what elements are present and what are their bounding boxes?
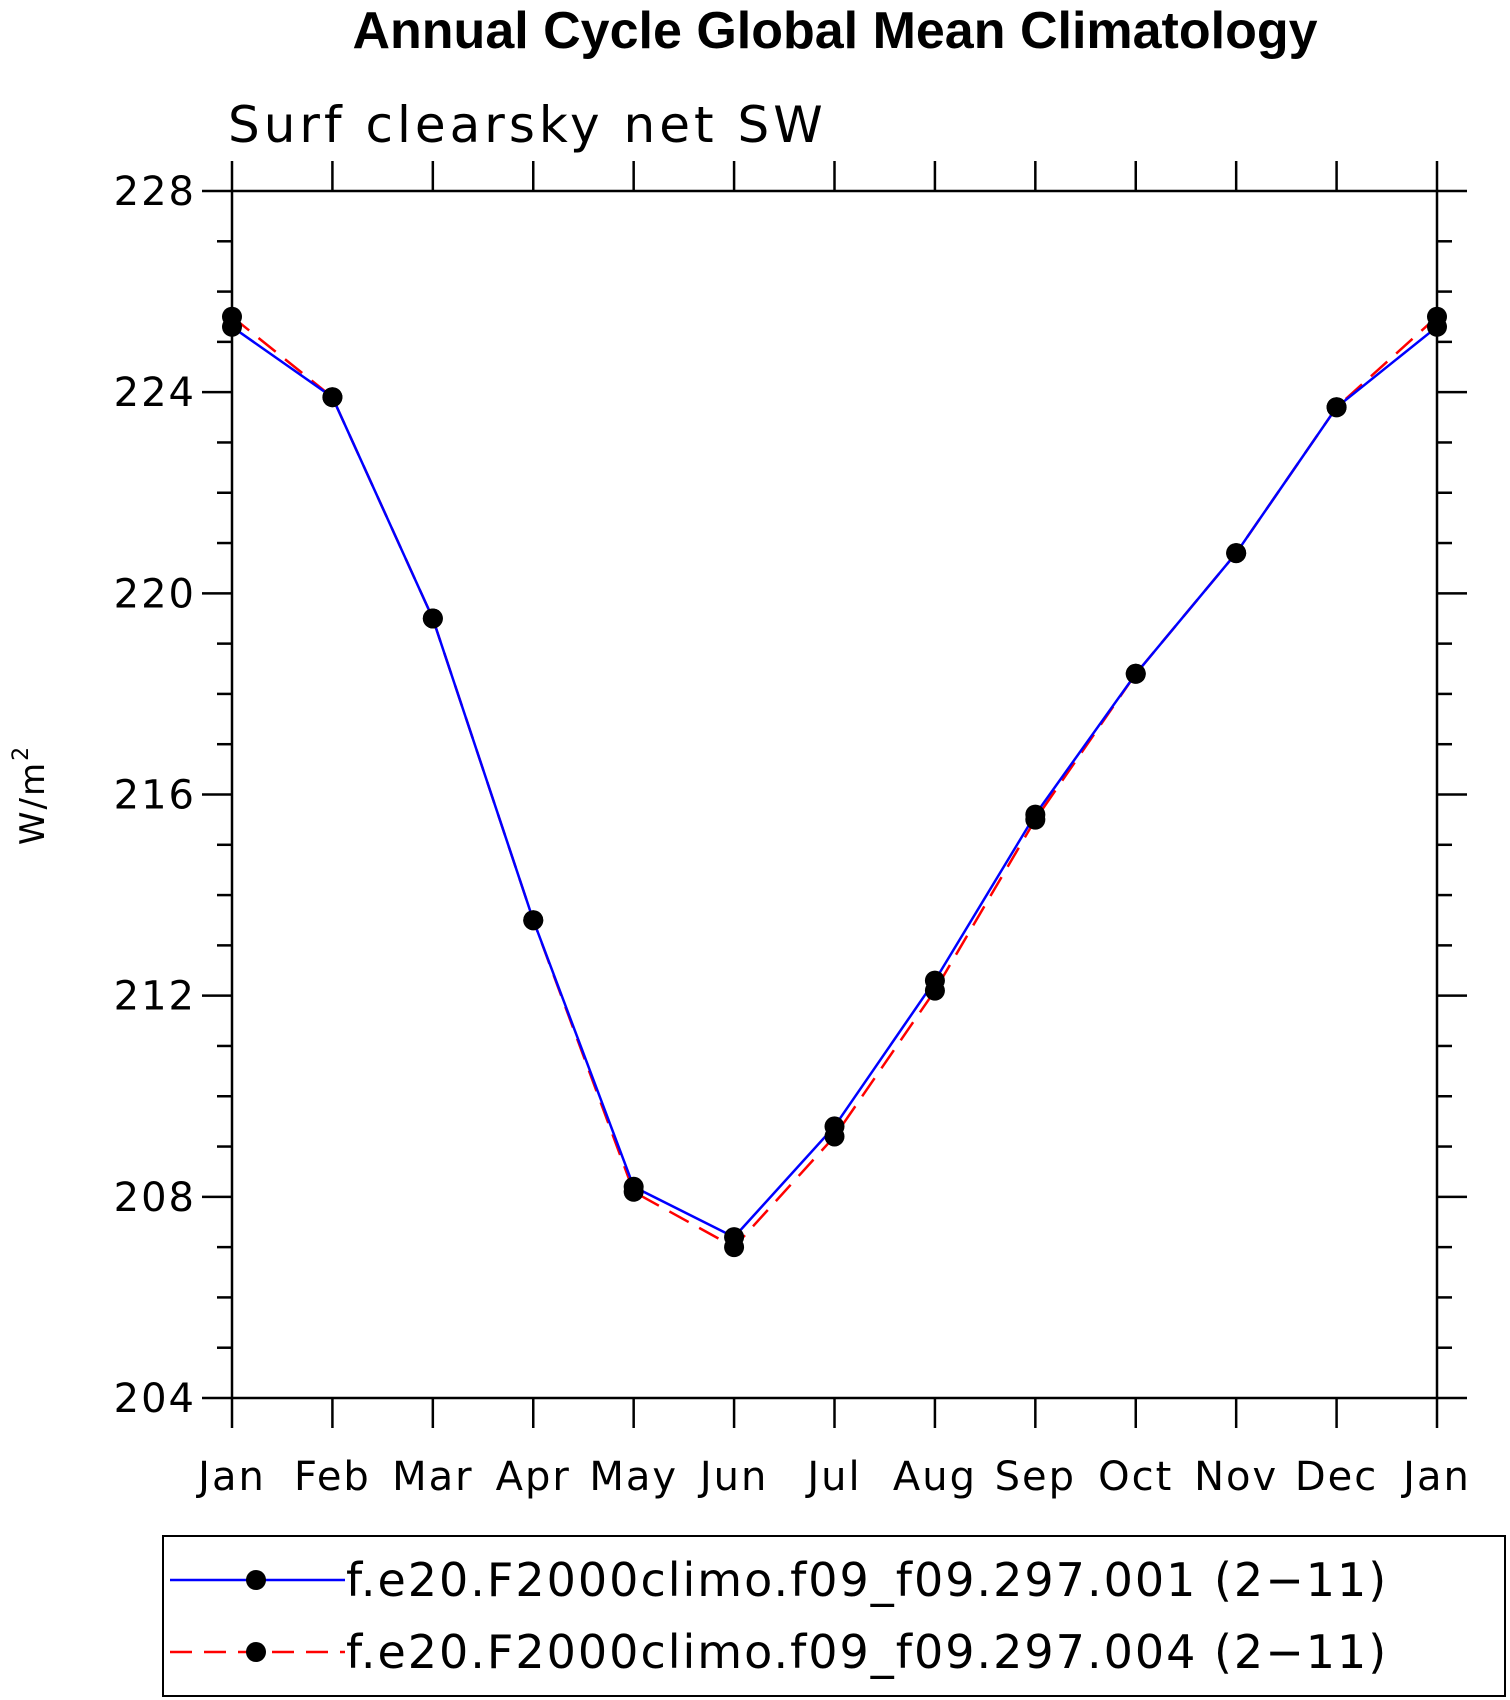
data-point-series-2 xyxy=(422,608,443,629)
legend-marker-series-1 xyxy=(246,1570,266,1590)
x-tick-label: May xyxy=(589,1454,678,1500)
y-tick-label: 212 xyxy=(114,974,196,1020)
y-axis-label-text: W/m xyxy=(13,761,53,845)
series-line-1 xyxy=(231,325,1438,1239)
data-point-series-2 xyxy=(1326,397,1347,418)
data-point-series-2 xyxy=(523,910,544,931)
data-point-series-2 xyxy=(322,387,343,408)
svg-text:W/m2: W/m2 xyxy=(9,745,53,845)
x-tick-label: Jan xyxy=(1400,1454,1471,1500)
x-tick-label: Jun xyxy=(697,1454,769,1500)
y-tick-label: 216 xyxy=(114,773,196,819)
x-tick-label: Jan xyxy=(195,1454,266,1500)
legend-marker-series-2 xyxy=(246,1642,266,1662)
plot-frame xyxy=(230,189,1439,1400)
y-tick-label: 204 xyxy=(114,1376,196,1422)
x-tick-label: Aug xyxy=(893,1454,977,1500)
ticks-layer xyxy=(202,161,1467,1428)
x-tick-label: Sep xyxy=(995,1454,1076,1500)
y-tick-label: 224 xyxy=(114,370,196,416)
legend: f.e20.F2000climo.f09_f09.297.001 (2−11) … xyxy=(162,1535,1506,1697)
chart-title: Annual Cycle Global Mean Climatology xyxy=(352,2,1317,60)
y-tick-label: 228 xyxy=(114,169,196,215)
legend-label-series-2: f.e20.F2000climo.f09_f09.297.004 (2−11) xyxy=(346,1625,1388,1679)
x-tick-label: Dec xyxy=(1295,1454,1378,1500)
data-point-series-2 xyxy=(724,1237,745,1258)
x-tick-label: Mar xyxy=(392,1454,473,1500)
data-point-series-2 xyxy=(824,1126,845,1147)
x-tick-label: Feb xyxy=(294,1454,371,1500)
y-tick-label: 208 xyxy=(114,1175,196,1221)
tick-labels-layer: 204 208 212 216 220 224 228 Jan Feb Mar Apr May Jun J… xyxy=(114,169,1471,1500)
x-tick-label: Apr xyxy=(496,1454,571,1500)
legend-box xyxy=(162,1535,1506,1697)
y-axis-label: W/m2 xyxy=(9,745,53,845)
series-layer xyxy=(222,306,1447,1258)
x-tick-label: Jul xyxy=(804,1454,861,1500)
y-tick-label: 220 xyxy=(114,571,196,617)
data-point-series-2 xyxy=(1025,809,1046,830)
data-point-series-2 xyxy=(623,1181,644,1202)
x-tick-label: Oct xyxy=(1098,1454,1173,1500)
chart-subtitle: Surf clearsky net SW xyxy=(228,96,827,154)
y-axis-label-superscript: 2 xyxy=(9,745,34,761)
data-point-series-2 xyxy=(1125,663,1146,684)
x-tick-label: Nov xyxy=(1194,1454,1278,1500)
data-point-series-2 xyxy=(924,980,945,1001)
legend-label-series-1: f.e20.F2000climo.f09_f09.297.001 (2−11) xyxy=(346,1553,1388,1607)
data-point-series-2 xyxy=(1226,543,1247,564)
series-line-2 xyxy=(231,315,1438,1249)
